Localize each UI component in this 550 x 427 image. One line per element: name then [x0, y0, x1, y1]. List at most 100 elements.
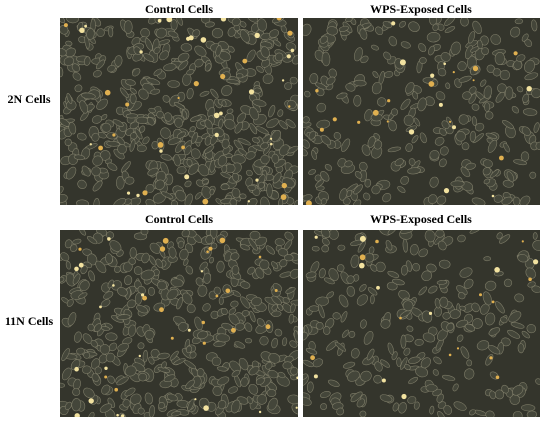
bright-cell [142, 295, 148, 301]
bright-cell [491, 300, 495, 304]
cell [399, 230, 414, 234]
cell [231, 265, 240, 275]
cell [372, 71, 379, 78]
cell [328, 268, 339, 281]
cell [428, 45, 435, 56]
cell [375, 26, 384, 36]
cell [157, 352, 170, 360]
bright-cell [98, 145, 103, 151]
cell [271, 337, 279, 349]
cell [525, 267, 536, 279]
cell [138, 88, 149, 100]
cell [80, 265, 88, 275]
cell [457, 234, 466, 243]
cell [170, 278, 184, 288]
micrograph [303, 230, 540, 417]
cell [192, 29, 201, 38]
cell [119, 87, 129, 98]
cell [186, 159, 193, 167]
bright-cell [159, 149, 163, 153]
cell [285, 42, 297, 52]
cell [338, 294, 349, 308]
cell [289, 340, 298, 348]
bright-cell [391, 21, 396, 26]
cell [90, 339, 98, 348]
cell [457, 292, 466, 300]
cell [427, 194, 438, 204]
cell [268, 105, 276, 118]
cell [120, 161, 131, 173]
cell [221, 138, 230, 149]
cell [514, 18, 524, 25]
cell [341, 329, 350, 338]
cell [303, 116, 310, 124]
cell [246, 396, 253, 405]
cell [73, 331, 82, 343]
cell [109, 240, 122, 252]
cell [284, 254, 294, 262]
cell [318, 304, 325, 319]
cell [426, 31, 441, 43]
cell [370, 294, 375, 305]
cell [148, 255, 157, 266]
cell [487, 139, 498, 153]
cell [155, 27, 168, 39]
cell [260, 154, 270, 165]
cell [240, 377, 249, 387]
cell [268, 29, 280, 38]
cell [455, 319, 469, 328]
bright-cell [381, 378, 386, 383]
cell [107, 26, 114, 38]
bright-cell [491, 194, 495, 198]
cell [74, 84, 83, 93]
cell [404, 364, 411, 370]
cell [490, 34, 501, 45]
panel-title: Control Cells [145, 2, 213, 16]
cell [388, 36, 398, 47]
cell [147, 117, 155, 126]
cell [405, 143, 413, 152]
cell [247, 198, 258, 205]
cell [446, 322, 455, 332]
cell [241, 309, 250, 317]
cell [113, 197, 127, 205]
bright-cell [78, 262, 84, 268]
bright-cell [443, 188, 450, 194]
cell [435, 91, 446, 101]
cell [399, 20, 406, 28]
cell [352, 199, 362, 205]
bright-cell [194, 398, 197, 401]
cell [205, 235, 214, 245]
cell [277, 371, 286, 379]
cell [161, 361, 167, 369]
cell [130, 393, 142, 405]
cell [501, 196, 513, 205]
cell [231, 18, 241, 27]
cell [245, 151, 256, 160]
bright-cell [200, 37, 207, 43]
cell [428, 285, 438, 294]
cell [436, 393, 444, 403]
cell [305, 271, 317, 279]
cell [411, 135, 419, 144]
cell [436, 195, 447, 205]
cell [216, 366, 228, 372]
cell [185, 265, 194, 275]
cell [457, 61, 467, 72]
cell [289, 76, 298, 85]
cell [144, 38, 153, 51]
bright-cell [116, 413, 119, 417]
cell [388, 119, 397, 132]
cell [529, 171, 537, 179]
cell [173, 358, 186, 366]
micrograph [303, 18, 540, 205]
cell [273, 39, 282, 47]
bright-cell [319, 127, 324, 132]
cell [535, 141, 540, 150]
bright-cell [170, 336, 174, 340]
cell [79, 280, 90, 292]
cell [306, 381, 314, 393]
cell [101, 384, 111, 395]
cell [289, 303, 296, 313]
bright-cell [214, 132, 219, 138]
